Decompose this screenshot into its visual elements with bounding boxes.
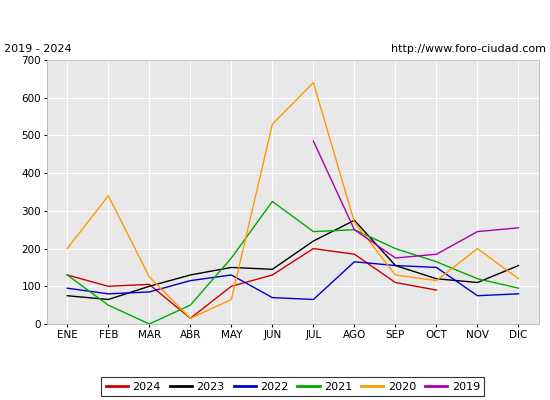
Legend: 2024, 2023, 2022, 2021, 2020, 2019: 2024, 2023, 2022, 2021, 2020, 2019: [101, 377, 485, 396]
Text: http://www.foro-ciudad.com: http://www.foro-ciudad.com: [390, 44, 546, 54]
Text: Evolucion Nº Turistas Nacionales en el municipio de Casares de las Hurdes: Evolucion Nº Turistas Nacionales en el m…: [0, 16, 550, 30]
Text: 2019 - 2024: 2019 - 2024: [4, 44, 72, 54]
